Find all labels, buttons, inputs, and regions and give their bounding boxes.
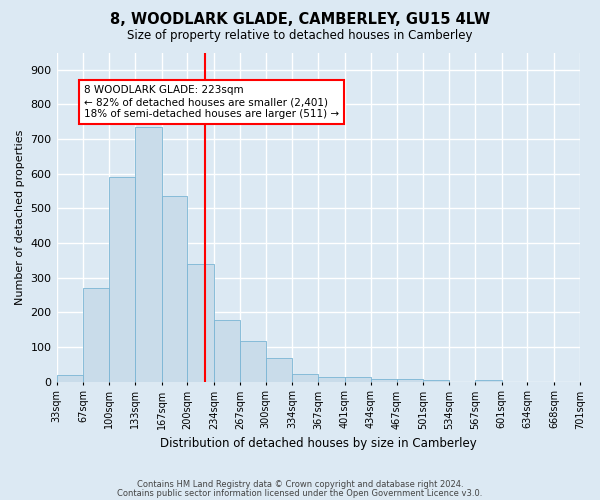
Bar bbox=[187, 264, 214, 382]
Bar bbox=[109, 177, 135, 382]
Text: 8, WOODLARK GLADE, CAMBERLEY, GU15 4LW: 8, WOODLARK GLADE, CAMBERLEY, GU15 4LW bbox=[110, 12, 490, 28]
Bar bbox=[292, 374, 318, 382]
Text: 8 WOODLARK GLADE: 223sqm
← 82% of detached houses are smaller (2,401)
18% of sem: 8 WOODLARK GLADE: 223sqm ← 82% of detach… bbox=[84, 86, 339, 118]
Bar bbox=[266, 358, 292, 382]
Bar bbox=[371, 379, 397, 382]
Y-axis label: Number of detached properties: Number of detached properties bbox=[15, 130, 25, 305]
Bar bbox=[135, 127, 161, 382]
Bar bbox=[214, 320, 240, 382]
Text: Size of property relative to detached houses in Camberley: Size of property relative to detached ho… bbox=[127, 29, 473, 42]
Bar bbox=[397, 379, 423, 382]
Text: Contains HM Land Registry data © Crown copyright and database right 2024.: Contains HM Land Registry data © Crown c… bbox=[137, 480, 463, 489]
Bar bbox=[161, 196, 187, 382]
Bar bbox=[423, 380, 449, 382]
Bar bbox=[240, 341, 266, 382]
Bar bbox=[345, 378, 371, 382]
Text: Contains public sector information licensed under the Open Government Licence v3: Contains public sector information licen… bbox=[118, 488, 482, 498]
Bar bbox=[56, 374, 83, 382]
Bar bbox=[83, 288, 109, 382]
Bar bbox=[475, 380, 502, 382]
X-axis label: Distribution of detached houses by size in Camberley: Distribution of detached houses by size … bbox=[160, 437, 476, 450]
Bar bbox=[318, 378, 345, 382]
